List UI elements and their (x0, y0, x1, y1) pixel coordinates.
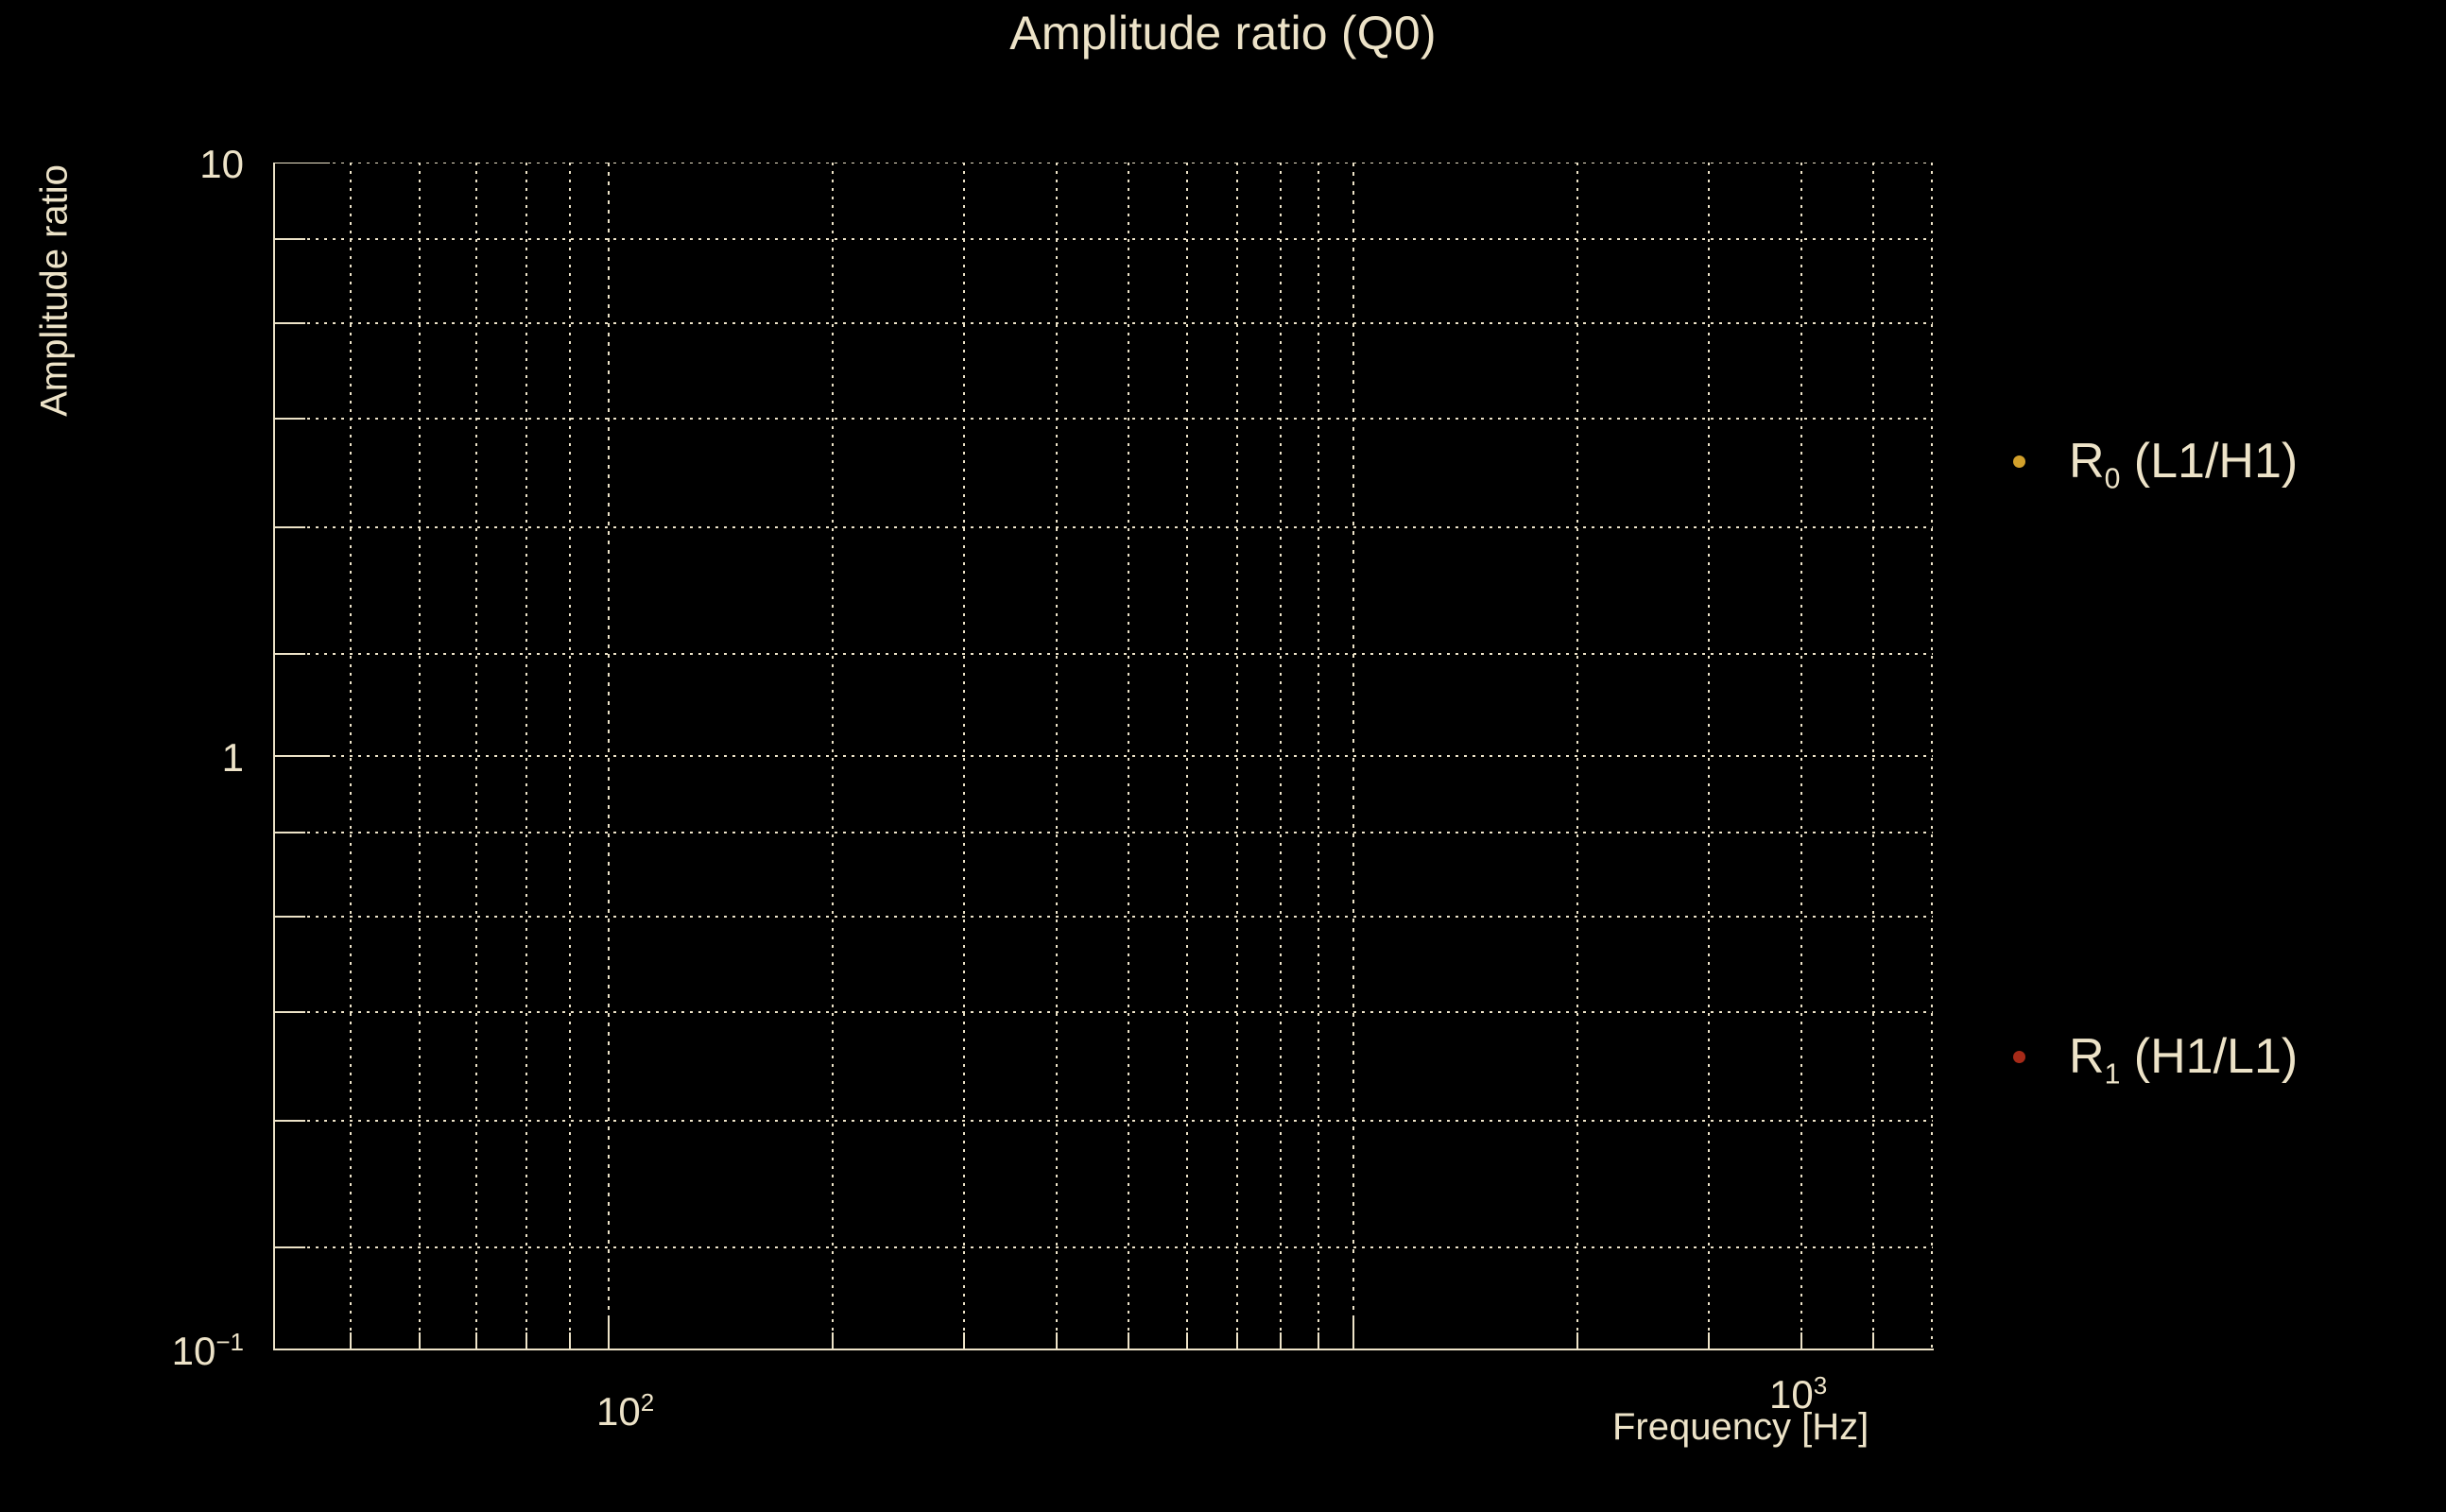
x-axis-line (273, 1349, 1934, 1350)
legend-label-r1: R1 (H1/L1) (2069, 1029, 2299, 1091)
chart-title: Amplitude ratio (Q0) (1009, 7, 1437, 60)
legend-marker-dot-icon (2013, 1050, 2025, 1063)
x-tick-label-100: 102 (596, 1388, 655, 1434)
legend: R0 (L1/H1) R1 (H1/L1) (2002, 0, 2446, 1512)
x-axis-title: Frequency [Hz] (1612, 1406, 1869, 1448)
y-tick-label-10: 10 (199, 142, 244, 186)
grid-lines (273, 163, 1933, 1349)
legend-label-r0: R0 (L1/H1) (2069, 434, 2299, 495)
x-tick-label-1000: 103 (1769, 1371, 1828, 1417)
plot-area[interactable] (273, 163, 1933, 1349)
legend-entry-r1[interactable]: R1 (H1/L1) (2013, 1029, 2299, 1091)
legend-entry-r0[interactable]: R0 (L1/H1) (2013, 434, 2299, 495)
y-tick-label-0.1: 10−1 (171, 1328, 244, 1373)
y-tick-label-1: 1 (221, 735, 244, 780)
y-axis-line (273, 163, 275, 1350)
legend-marker-dot-icon (2013, 455, 2025, 468)
